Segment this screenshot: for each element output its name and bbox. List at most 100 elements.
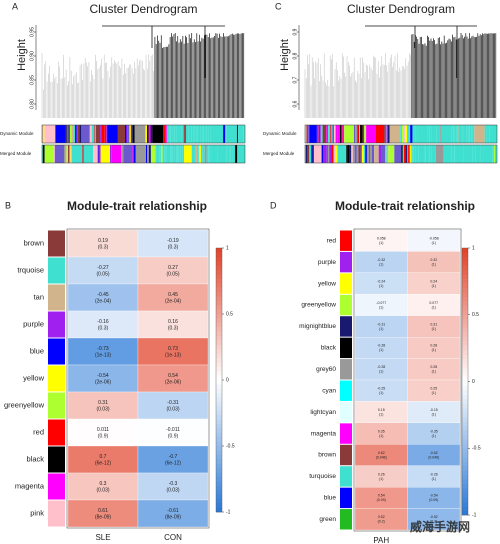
- colorbar-step: [216, 327, 222, 332]
- colorbar-step: [462, 457, 468, 462]
- cell-p-value: (6e-12): [165, 460, 181, 466]
- cell-value: -0.26: [430, 472, 438, 476]
- module-stripe: [197, 145, 199, 163]
- module-stripe: [388, 145, 395, 163]
- module-stripe: [188, 125, 190, 143]
- colorbar-step: [462, 466, 468, 471]
- cell-value: 0.3: [100, 481, 107, 487]
- module-stripe: [440, 125, 442, 143]
- colorbar-step: [462, 368, 468, 373]
- module-stripe: [197, 125, 201, 143]
- colorbar-step: [462, 332, 468, 338]
- colorbar-step: [216, 265, 222, 271]
- module-stripe: [435, 145, 444, 163]
- cell-p-value: (0.03): [166, 487, 179, 493]
- module-stripe: [335, 125, 338, 143]
- cell-value: -0.19: [167, 238, 179, 244]
- module-stripe: [65, 125, 67, 143]
- cell-p-value: (0.3): [98, 244, 109, 250]
- module-stripe: [313, 145, 322, 163]
- module-stripe: [389, 125, 401, 143]
- module-name: cyan: [322, 387, 336, 394]
- module-stripe: [163, 125, 166, 143]
- module-stripe: [211, 145, 218, 163]
- cell-p-value: (1): [379, 263, 383, 267]
- module-name: yellow: [318, 280, 336, 287]
- module-stripe: [359, 125, 362, 143]
- module-stripe: [133, 145, 136, 163]
- module-stripe: [492, 145, 494, 163]
- colorbar-step: [216, 309, 222, 315]
- module-stripe: [185, 125, 189, 143]
- y-tick-label: 0.6: [292, 100, 298, 107]
- colorbar-step: [216, 428, 222, 434]
- module-stripe: [407, 125, 411, 143]
- module-stripe: [170, 125, 173, 143]
- module-stripe: [147, 125, 149, 143]
- module-stripe: [53, 145, 55, 163]
- module-stripe: [493, 145, 495, 163]
- module-stripe: [227, 145, 230, 163]
- colorbar-step: [462, 261, 468, 267]
- cell-p-value: (1): [379, 434, 383, 438]
- module-stripe: [413, 145, 416, 163]
- module-stripe: [401, 145, 403, 163]
- module-stripe: [100, 125, 102, 143]
- module-stripe: [73, 125, 76, 143]
- colorbar-step: [462, 497, 468, 502]
- module-stripe: [344, 125, 354, 143]
- colorbar-step: [216, 300, 222, 306]
- colorbar-step: [462, 501, 468, 507]
- module-stripe: [202, 145, 205, 163]
- y-axis-label: Height: [279, 39, 291, 71]
- cell-p-value: (0.03): [96, 406, 109, 412]
- cell-p-value: (1): [432, 434, 436, 438]
- cell-value: 0.31: [98, 400, 108, 406]
- colorbar-step: [462, 279, 468, 284]
- module-stripe: [451, 145, 453, 163]
- module-stripe: [68, 145, 70, 163]
- module-stripe: [65, 145, 67, 163]
- module-stripe: [42, 145, 45, 163]
- cell-value: 0.26: [378, 472, 385, 476]
- module-stripe: [236, 125, 239, 143]
- heatmap-frame: [353, 228, 462, 532]
- colorbar-step: [462, 377, 468, 382]
- module-stripe: [464, 145, 473, 163]
- colorbar-tick-label: 0: [226, 377, 229, 383]
- colorbar-step: [216, 331, 222, 337]
- module-swatch: [340, 509, 352, 530]
- module-stripe: [165, 125, 167, 143]
- module-stripe: [394, 145, 402, 163]
- module-row-label: Dynamic Module: [263, 131, 297, 136]
- colorbar-step: [462, 506, 468, 511]
- module-stripe: [408, 145, 410, 163]
- colorbar-step: [462, 510, 468, 516]
- module-stripe: [468, 125, 470, 143]
- module-stripe: [156, 145, 159, 163]
- module-swatch: [48, 500, 65, 527]
- module-stripe: [204, 145, 207, 163]
- module-stripe: [463, 125, 467, 143]
- module-stripe: [135, 145, 145, 163]
- module-stripe: [402, 145, 405, 163]
- module-stripe: [362, 125, 365, 143]
- colorbar-step: [216, 402, 222, 407]
- module-stripe: [356, 145, 359, 163]
- module-stripe: [318, 125, 321, 143]
- module-swatch: [340, 359, 352, 380]
- heatmap-cell: [67, 337, 139, 366]
- colorbar-step: [462, 488, 468, 494]
- cell-value: 0.25: [430, 387, 437, 391]
- colorbar-step: [216, 366, 222, 372]
- colorbar-step: [462, 292, 468, 298]
- module-stripe: [484, 125, 487, 143]
- module-stripe: [162, 145, 165, 163]
- cell-value: 0.077: [429, 301, 438, 305]
- module-swatch: [48, 392, 65, 419]
- colorbar-step: [462, 421, 468, 427]
- colorbar-step: [216, 472, 222, 478]
- cell-value: -0.058: [429, 237, 439, 241]
- module-stripe: [155, 145, 157, 163]
- colorbar-step: [462, 403, 468, 409]
